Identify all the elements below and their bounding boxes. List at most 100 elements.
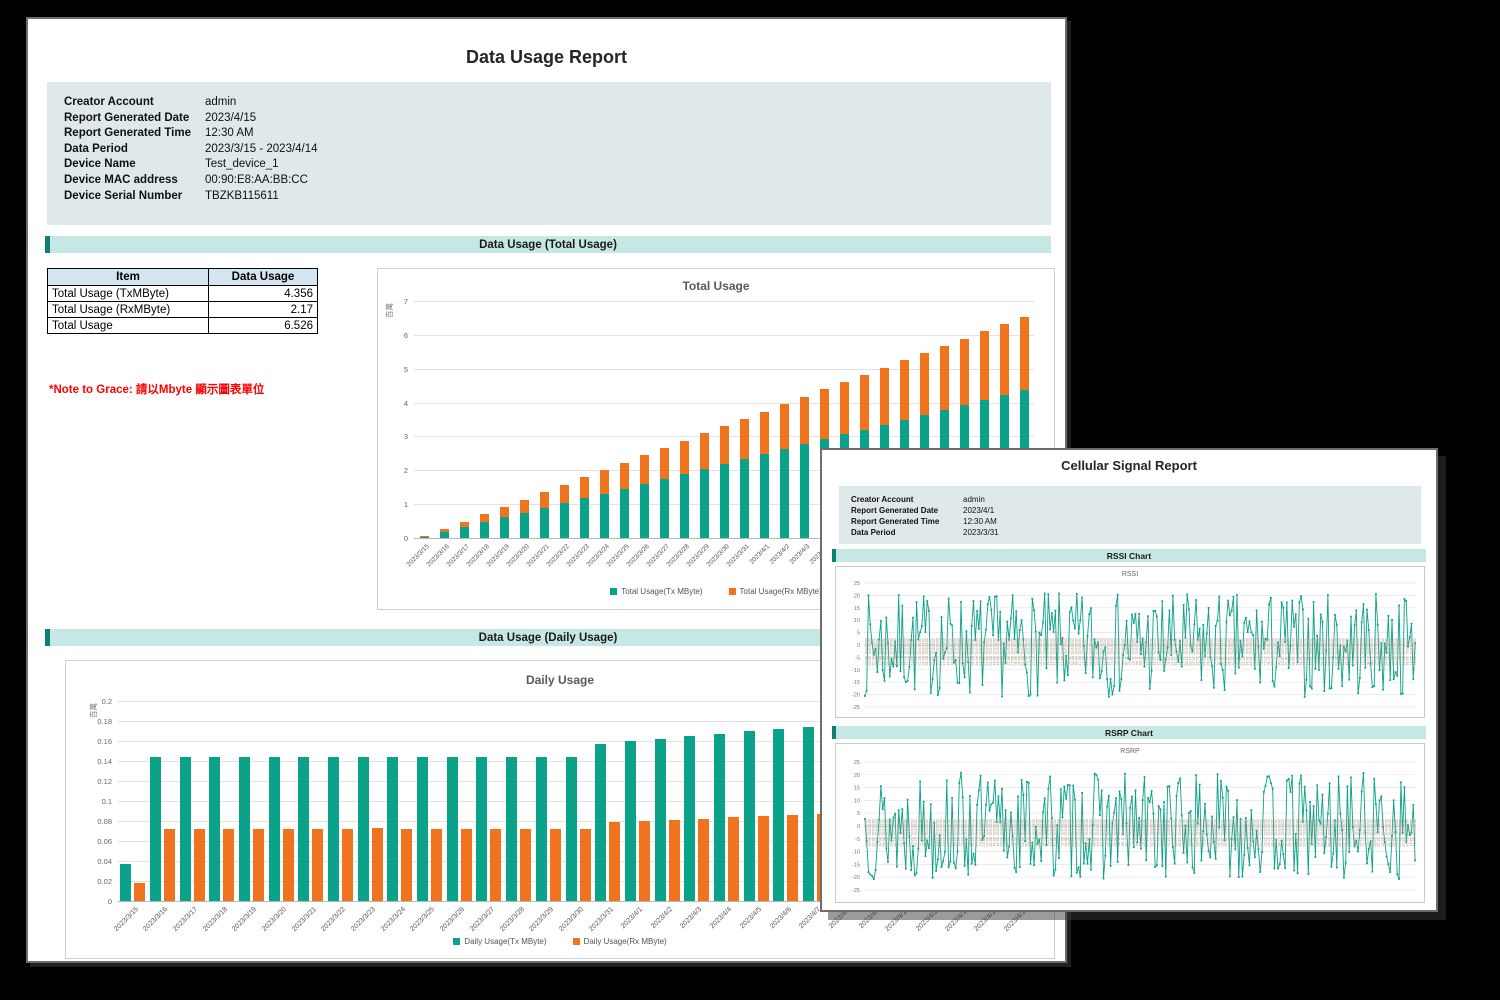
stacked-bar-segment bbox=[860, 375, 869, 430]
page-title: Data Usage Report bbox=[28, 47, 1065, 68]
stacked-bar-segment bbox=[600, 494, 609, 538]
stacked-bar-segment bbox=[840, 382, 849, 434]
svg-text:-25: -25 bbox=[852, 705, 860, 711]
svg-text:2023/3/31 01:14: 2023/3/31 01:14 bbox=[892, 638, 896, 665]
svg-text:2023/3/31 21:59: 2023/3/31 21:59 bbox=[1370, 819, 1374, 846]
svg-text:2023/3/31 13:19: 2023/3/31 13:19 bbox=[1170, 819, 1174, 846]
legend-label: Daily Usage(Rx MByte) bbox=[584, 937, 667, 946]
svg-text:2023/3/31 08:03: 2023/3/31 08:03 bbox=[1049, 638, 1053, 665]
svg-text:2023/3/31 18:44: 2023/3/31 18:44 bbox=[1295, 638, 1299, 665]
svg-text:2023/3/31 22:18: 2023/3/31 22:18 bbox=[1377, 819, 1381, 846]
svg-text:2023/3/31 16:53: 2023/3/31 16:53 bbox=[1252, 638, 1256, 665]
svg-text:2023/3/31 11:55: 2023/3/31 11:55 bbox=[1138, 819, 1142, 846]
svg-text:20: 20 bbox=[854, 773, 860, 779]
svg-text:2023/3/31 22:46: 2023/3/31 22:46 bbox=[1387, 819, 1391, 846]
page-title: Cellular Signal Report bbox=[822, 458, 1436, 473]
svg-text:2023/3/31 07:35: 2023/3/31 07:35 bbox=[1038, 638, 1042, 665]
svg-text:2023/3/31 08:31: 2023/3/31 08:31 bbox=[1060, 638, 1064, 665]
svg-text:2023/3/31 15:29: 2023/3/31 15:29 bbox=[1220, 638, 1224, 665]
table-cell-value: 6.526 bbox=[209, 318, 318, 334]
svg-text:2023/3/31 15:01: 2023/3/31 15:01 bbox=[1209, 819, 1213, 846]
svg-text:2023/3/31 21:59: 2023/3/31 21:59 bbox=[1370, 638, 1374, 665]
stacked-bar-segment bbox=[560, 503, 569, 538]
stacked-bar-segment bbox=[600, 470, 609, 494]
x-axis-label: 2023/4/4 bbox=[709, 906, 733, 930]
svg-text:2023/3/31 21:31: 2023/3/31 21:31 bbox=[1359, 819, 1363, 846]
svg-text:2023/3/31 08:40: 2023/3/31 08:40 bbox=[1063, 638, 1067, 665]
x-axis-label: 2023/3/17 bbox=[172, 906, 199, 933]
x-axis-label: 2023/4/2 bbox=[650, 906, 674, 930]
x-axis-label: 2023/4/3 bbox=[788, 543, 811, 566]
svg-text:2023/3/31 06:30: 2023/3/31 06:30 bbox=[1014, 638, 1018, 665]
svg-text:2023/3/31 10:04: 2023/3/31 10:04 bbox=[1095, 638, 1099, 665]
svg-text:2023/3/31 08:50: 2023/3/31 08:50 bbox=[1067, 819, 1071, 846]
svg-text:2023/3/31 02:29: 2023/3/31 02:29 bbox=[921, 638, 925, 665]
svg-text:2023/3/31 22:36: 2023/3/31 22:36 bbox=[1384, 638, 1388, 665]
svg-text:2023/3/31 09:08: 2023/3/31 09:08 bbox=[1074, 819, 1078, 846]
stacked-bar-segment bbox=[820, 389, 829, 439]
svg-text:2023/3/31 12:42: 2023/3/31 12:42 bbox=[1156, 819, 1160, 846]
info-label: Report Generated Time bbox=[851, 516, 963, 527]
table-row: Total Usage 6.526 bbox=[48, 318, 318, 334]
svg-text:2023/3/31 00:46: 2023/3/31 00:46 bbox=[882, 638, 886, 665]
svg-text:2023/3/31 07:07: 2023/3/31 07:07 bbox=[1028, 638, 1032, 665]
stacked-bar-segment bbox=[980, 331, 989, 400]
svg-text:2023/3/31 09:36: 2023/3/31 09:36 bbox=[1085, 638, 1089, 665]
svg-text:2023/3/31 16:15: 2023/3/31 16:15 bbox=[1238, 819, 1242, 846]
stacked-bar-segment bbox=[460, 527, 469, 538]
svg-text:2023/3/31 08:59: 2023/3/31 08:59 bbox=[1070, 638, 1074, 665]
svg-text:15: 15 bbox=[854, 606, 860, 612]
stacked-bar-segment bbox=[960, 339, 969, 406]
info-row: Data Period2023/3/31 bbox=[851, 527, 1421, 538]
table-cell-item: Total Usage (RxMByte) bbox=[48, 302, 209, 318]
grouped-bar bbox=[223, 829, 234, 901]
svg-text:2023/3/31 07:07: 2023/3/31 07:07 bbox=[1028, 819, 1032, 846]
stacked-bar-segment bbox=[720, 464, 729, 538]
info-value: 2023/4/1 bbox=[963, 505, 994, 516]
x-axis-label: 2023/3/28 bbox=[499, 906, 526, 933]
grouped-bar bbox=[758, 816, 769, 901]
svg-text:2023/3/31 01:24: 2023/3/31 01:24 bbox=[896, 638, 900, 665]
svg-text:2023/3/31 00:19: 2023/3/31 00:19 bbox=[871, 638, 875, 665]
y-axis-tick-label: 4 bbox=[374, 399, 408, 408]
info-label: Data Period bbox=[64, 142, 205, 158]
legend-swatch bbox=[610, 588, 617, 595]
svg-text:2023/3/31 18:16: 2023/3/31 18:16 bbox=[1284, 638, 1288, 665]
svg-text:2023/3/31 05:25: 2023/3/31 05:25 bbox=[989, 638, 993, 665]
svg-text:2023/3/31 23:51: 2023/3/31 23:51 bbox=[1412, 638, 1416, 665]
stacked-bar-segment bbox=[940, 346, 949, 410]
svg-text:2023/3/31 04:20: 2023/3/31 04:20 bbox=[964, 638, 968, 665]
svg-text:2023/3/31 04:57: 2023/3/31 04:57 bbox=[978, 819, 982, 846]
svg-text:2023/3/31 02:10: 2023/3/31 02:10 bbox=[914, 819, 918, 846]
y-axis-tick-label: 0.1 bbox=[78, 797, 112, 806]
svg-text:-5: -5 bbox=[855, 837, 860, 843]
stacked-bar-segment bbox=[760, 454, 769, 538]
svg-text:2023/3/31 07:45: 2023/3/31 07:45 bbox=[1042, 819, 1046, 846]
stacked-bar-segment bbox=[700, 469, 709, 538]
stacked-bar-segment bbox=[460, 522, 469, 527]
x-axis-label: 2023/3/18 bbox=[202, 906, 229, 933]
svg-text:2023/3/31 02:01: 2023/3/31 02:01 bbox=[910, 819, 914, 846]
svg-text:25: 25 bbox=[854, 581, 860, 587]
cellular-signal-report-window[interactable]: Cellular Signal Report Creator Accountad… bbox=[820, 448, 1438, 912]
svg-text:2023/3/31 12:23: 2023/3/31 12:23 bbox=[1149, 819, 1153, 846]
note-text: *Note to Grace: 請以Mbyte 顯示圖表單位 bbox=[49, 381, 264, 397]
x-axis-label: 2023/4/6 bbox=[768, 906, 792, 930]
grouped-bar bbox=[417, 757, 428, 901]
gridline bbox=[414, 301, 1034, 302]
stacked-bar-segment bbox=[540, 508, 549, 538]
svg-text:2023/3/31 22:55: 2023/3/31 22:55 bbox=[1391, 819, 1395, 846]
svg-text:2023/3/31 09:45: 2023/3/31 09:45 bbox=[1088, 819, 1092, 846]
svg-text:2023/3/31 12:42: 2023/3/31 12:42 bbox=[1156, 638, 1160, 665]
info-label: Device Serial Number bbox=[64, 189, 205, 205]
stacked-bar-segment bbox=[440, 529, 449, 532]
svg-text:2023/3/31 18:53: 2023/3/31 18:53 bbox=[1298, 638, 1302, 665]
svg-text:2023/3/31 17:39: 2023/3/31 17:39 bbox=[1270, 638, 1274, 665]
svg-text:2023/3/31 13:00: 2023/3/31 13:00 bbox=[1163, 819, 1167, 846]
svg-text:2023/3/31 18:26: 2023/3/31 18:26 bbox=[1288, 638, 1292, 665]
svg-text:2023/3/31 04:02: 2023/3/31 04:02 bbox=[957, 819, 961, 846]
legend-swatch bbox=[453, 938, 460, 945]
grouped-bar bbox=[342, 829, 353, 901]
info-value: admin bbox=[963, 494, 985, 505]
svg-text:2023/3/31 10:50: 2023/3/31 10:50 bbox=[1113, 638, 1117, 665]
